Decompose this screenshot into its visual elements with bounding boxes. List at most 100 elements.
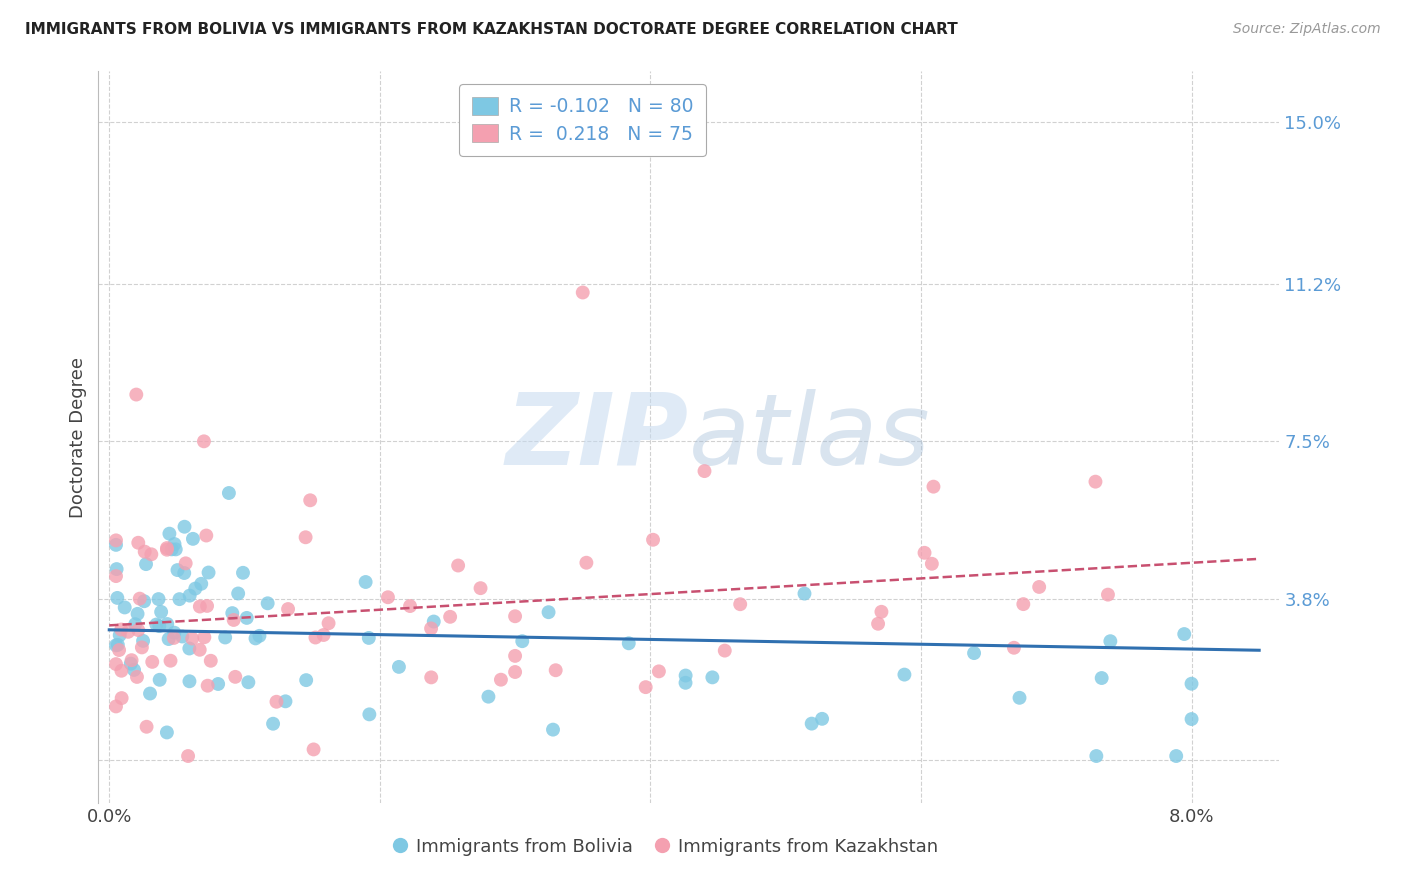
Point [218, 486, 240, 500]
Point [127, 623, 149, 637]
Point [963, 646, 986, 660]
Point [1099, 634, 1122, 648]
Point [117, 624, 139, 639]
Point [675, 668, 697, 682]
Point [207, 677, 229, 691]
Point [359, 707, 381, 722]
Point [159, 654, 181, 668]
Point [163, 537, 186, 551]
Point [122, 663, 145, 677]
Point [135, 720, 157, 734]
Point [295, 673, 318, 687]
Point [399, 599, 422, 613]
Point [870, 605, 893, 619]
Point [131, 640, 153, 655]
Point [105, 657, 128, 672]
Point [188, 642, 211, 657]
Point [195, 528, 218, 542]
Point [617, 636, 640, 650]
Point [127, 607, 149, 621]
Point [160, 542, 183, 557]
Point [105, 591, 128, 605]
Point [165, 542, 187, 557]
Point [221, 606, 243, 620]
Point [294, 530, 316, 544]
Point [439, 609, 461, 624]
Point [728, 597, 751, 611]
Point [256, 596, 278, 610]
Text: Source: ZipAtlas.com: Source: ZipAtlas.com [1233, 22, 1381, 37]
Point [811, 712, 834, 726]
Point [107, 638, 129, 652]
Point [447, 558, 470, 573]
Point [105, 562, 128, 576]
Point [1028, 580, 1050, 594]
Point [177, 749, 200, 764]
Point [156, 617, 179, 632]
Point [893, 667, 915, 681]
Point [1084, 475, 1107, 489]
Point [134, 544, 156, 558]
Point [1097, 588, 1119, 602]
Point [128, 591, 150, 606]
Text: ZIP: ZIP [506, 389, 689, 485]
Point [1173, 627, 1195, 641]
Point [125, 387, 148, 401]
Point [262, 716, 284, 731]
Y-axis label: Doctorate Degree: Doctorate Degree [69, 357, 87, 517]
Point [793, 586, 815, 600]
Point [190, 576, 212, 591]
Point [1166, 749, 1188, 764]
Point [173, 566, 195, 580]
Point [125, 670, 148, 684]
Point [120, 657, 142, 671]
Point [544, 663, 567, 677]
Point [111, 691, 134, 706]
Point [1012, 597, 1035, 611]
Point [141, 547, 163, 561]
Point [249, 629, 271, 643]
Point [124, 617, 146, 632]
Point [868, 616, 890, 631]
Point [800, 716, 823, 731]
Point [312, 628, 335, 642]
Text: atlas: atlas [689, 389, 931, 485]
Point [357, 631, 380, 645]
Point [675, 675, 697, 690]
Point [179, 641, 201, 656]
Point [266, 695, 288, 709]
Point [150, 605, 173, 619]
Point [713, 643, 735, 657]
Point [274, 694, 297, 708]
Point [503, 665, 526, 679]
Point [179, 589, 201, 603]
Point [139, 687, 162, 701]
Point [114, 600, 136, 615]
Point [510, 634, 533, 648]
Point [634, 680, 657, 694]
Point [503, 648, 526, 663]
Point [503, 609, 526, 624]
Point [156, 725, 179, 739]
Point [197, 679, 219, 693]
Point [693, 464, 716, 478]
Point [195, 599, 218, 613]
Point [388, 660, 411, 674]
Point [135, 557, 157, 571]
Point [172, 630, 194, 644]
Point [354, 574, 377, 589]
Point [470, 581, 492, 595]
Point [571, 285, 593, 300]
Point [235, 611, 257, 625]
Point [163, 631, 186, 645]
Point [222, 613, 245, 627]
Point [1008, 690, 1031, 705]
Point [648, 665, 671, 679]
Point [163, 625, 186, 640]
Point [166, 563, 188, 577]
Point [193, 630, 215, 644]
Point [302, 742, 325, 756]
Point [110, 664, 132, 678]
Point [197, 566, 219, 580]
Point [141, 655, 163, 669]
